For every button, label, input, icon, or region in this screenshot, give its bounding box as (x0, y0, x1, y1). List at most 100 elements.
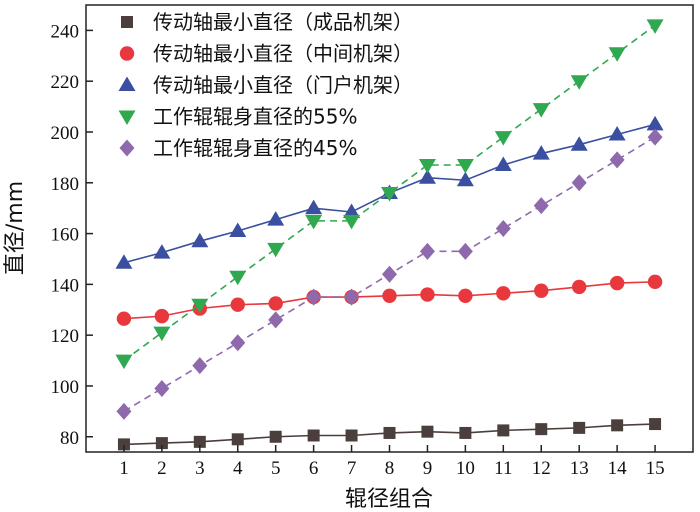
data-point (343, 203, 361, 218)
data-point (497, 424, 510, 437)
data-point (534, 283, 549, 298)
data-point (609, 275, 625, 291)
data-point (646, 19, 664, 34)
data-point (269, 430, 282, 443)
legend-label: 传动轴最小直径（门户机架） (153, 73, 413, 97)
data-point (306, 288, 322, 306)
data-point (495, 220, 511, 237)
data-point (532, 145, 550, 160)
data-point (609, 151, 625, 169)
data-point (421, 425, 434, 438)
data-point (154, 308, 170, 324)
legend: 传动轴最小直径（成品机架） 传动轴最小直径（中间机架） 传动轴最小直径（门户机架） 工… (118, 10, 413, 160)
data-point (458, 288, 473, 304)
data-point (116, 311, 132, 326)
y-axis-title: 直径/mm (3, 181, 28, 275)
data-point (305, 199, 323, 215)
x-tick-label: 3 (195, 458, 205, 479)
y-tick-label: 160 (51, 225, 80, 246)
y-tick-label: 200 (51, 123, 80, 144)
legend-label: 传动轴最小直径（中间机架） (153, 42, 413, 66)
y-tick-label: 220 (51, 72, 80, 93)
data-point (192, 357, 208, 375)
series-4 (115, 19, 664, 370)
data-point (268, 311, 284, 329)
data-point (231, 433, 244, 446)
x-tick-label: 1 (119, 458, 129, 479)
data-point (494, 131, 512, 146)
data-point (305, 214, 323, 230)
data-point (155, 437, 168, 450)
data-point (382, 288, 397, 304)
y-tick-label: 100 (51, 377, 80, 398)
data-point (229, 222, 247, 238)
x-tick-label: 4 (233, 458, 243, 479)
x-tick-label: 9 (423, 458, 433, 479)
data-point (268, 296, 283, 311)
data-point (457, 242, 473, 260)
data-point (344, 288, 360, 306)
x-tick-label: 8 (385, 458, 395, 479)
y-tick-label: 240 (51, 21, 80, 42)
series-line (123, 24, 656, 362)
series-5 (116, 128, 663, 420)
x-tick-label: 11 (494, 458, 512, 479)
data-point (608, 47, 626, 62)
data-point (496, 286, 511, 301)
legend-marker (118, 76, 136, 91)
data-point (267, 211, 285, 226)
series-1 (117, 418, 662, 451)
data-point (647, 128, 663, 146)
legend-marker (119, 139, 135, 157)
data-point (115, 354, 133, 370)
data-point (115, 254, 133, 269)
data-point (647, 274, 663, 290)
data-point (381, 186, 398, 202)
data-point (307, 429, 320, 442)
data-point (420, 287, 435, 302)
data-point (267, 242, 285, 258)
x-tick-label: 12 (532, 458, 551, 479)
series-layer (115, 19, 664, 451)
legend-marker (119, 46, 135, 61)
data-point (229, 270, 247, 286)
x-tick-label: 7 (347, 458, 357, 479)
data-point (573, 421, 586, 434)
y-tick-label: 140 (51, 275, 80, 296)
data-point (646, 115, 664, 131)
data-point (532, 103, 550, 118)
data-point (459, 426, 472, 439)
data-point (191, 298, 209, 314)
data-point (571, 174, 587, 192)
data-point (230, 334, 246, 352)
data-point (382, 265, 397, 283)
data-point (191, 232, 209, 248)
data-point (230, 297, 245, 312)
y-tick-label: 120 (51, 326, 80, 347)
data-point (456, 159, 474, 174)
legend-label: 传动轴最小直径（成品机架） (153, 10, 413, 34)
data-point (533, 197, 549, 215)
data-point (153, 244, 171, 259)
data-point (570, 75, 588, 90)
data-point (649, 418, 662, 431)
legend-marker (121, 16, 133, 28)
x-tick-label: 10 (456, 458, 475, 479)
data-point (116, 402, 132, 420)
data-point (383, 426, 396, 439)
y-tick-label: 80 (60, 428, 79, 449)
data-point (608, 126, 626, 141)
data-point (154, 380, 170, 398)
x-tick-label: 15 (646, 458, 665, 479)
x-tick-label: 14 (608, 458, 628, 479)
data-point (419, 242, 435, 260)
data-point (418, 169, 436, 184)
legend-marker (118, 110, 136, 125)
x-tick-label: 13 (570, 458, 589, 479)
data-point (571, 279, 587, 295)
data-point (193, 435, 206, 448)
data-point (535, 423, 548, 436)
data-point (456, 171, 474, 187)
